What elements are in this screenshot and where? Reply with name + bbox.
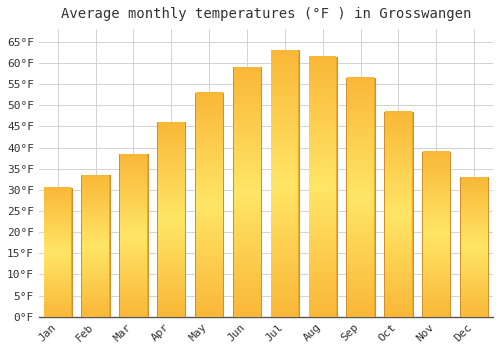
- Bar: [346, 78, 375, 317]
- Bar: [44, 188, 72, 317]
- Bar: [270, 50, 299, 317]
- Bar: [119, 154, 148, 317]
- Bar: [308, 57, 337, 317]
- Bar: [195, 92, 224, 317]
- Bar: [82, 175, 110, 317]
- Bar: [233, 67, 261, 317]
- Bar: [460, 177, 488, 317]
- Bar: [157, 122, 186, 317]
- Title: Average monthly temperatures (°F ) in Grosswangen: Average monthly temperatures (°F ) in Gr…: [60, 7, 471, 21]
- Bar: [422, 152, 450, 317]
- Bar: [384, 112, 412, 317]
